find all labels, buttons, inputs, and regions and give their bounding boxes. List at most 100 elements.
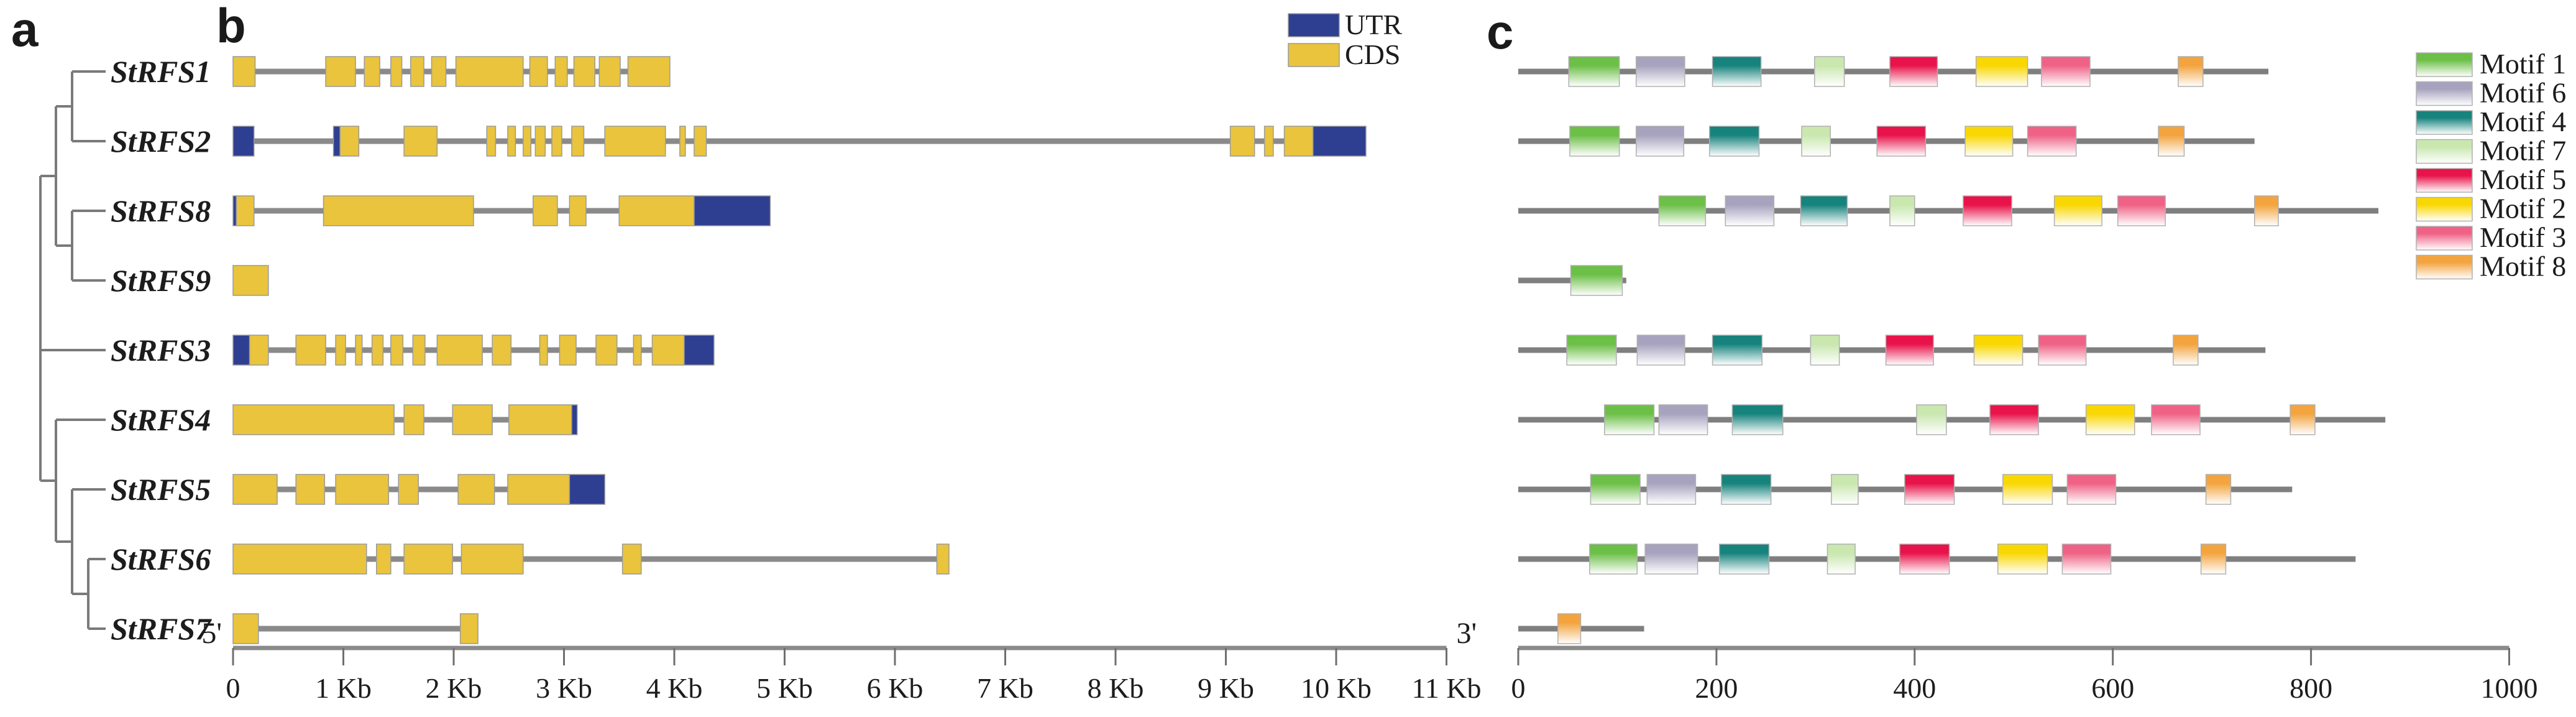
- motif-box-1: [1658, 195, 1707, 226]
- motif-box-2: [1964, 126, 2014, 157]
- motif-axis-tick-label: 800: [2290, 672, 2332, 704]
- motif-box-6: [1658, 404, 1708, 435]
- utr-segment: [1312, 126, 1367, 157]
- cds-segment: [595, 335, 618, 366]
- motif-box-7: [1827, 544, 1856, 575]
- utr-segment: [232, 195, 237, 226]
- motif-4-legend-swatch: [2416, 110, 2473, 135]
- cds-segment: [355, 335, 363, 366]
- cds-segment: [507, 126, 516, 157]
- motif-box-7: [1889, 195, 1915, 226]
- cds-segment: [679, 126, 686, 157]
- cds-segment: [651, 335, 685, 366]
- cds-segment: [598, 56, 621, 87]
- motif-box-2: [1973, 335, 2024, 366]
- motif-box-5: [1876, 126, 1927, 157]
- cds-segment: [436, 335, 483, 366]
- tree-leaf-label: StRFS3: [111, 333, 211, 368]
- three-prime-label: 3': [1457, 617, 1477, 650]
- cds-segment: [573, 56, 595, 87]
- cds-segment: [559, 335, 577, 366]
- cds-segment: [295, 474, 326, 505]
- utr-segment: [232, 126, 255, 157]
- cds-segment: [403, 126, 438, 157]
- motif-box-7: [1916, 404, 1947, 435]
- cds-segment: [249, 335, 269, 366]
- cds-segment: [523, 126, 532, 157]
- motif-6-legend-label: Motif 6: [2480, 77, 2566, 109]
- motif-box-6: [1725, 195, 1775, 226]
- motif-box-3: [2038, 335, 2087, 366]
- cds-segment: [335, 474, 390, 505]
- cds-segment: [390, 56, 403, 87]
- motif-box-8: [2158, 126, 2185, 157]
- cds-segment: [604, 126, 666, 157]
- motif-box-4: [1708, 126, 1760, 157]
- motif-box-4: [1800, 195, 1848, 226]
- motif-box-6: [1635, 56, 1685, 87]
- motif-2-legend-swatch: [2416, 197, 2473, 222]
- gene-axis-tick-label: 11 Kb: [1411, 672, 1481, 704]
- gene-axis-tick-label: 7 Kb: [977, 672, 1034, 704]
- motif-2-legend-label: Motif 2: [2480, 193, 2566, 224]
- tree-leaf-label: StRFS8: [111, 193, 211, 228]
- cds-segment: [621, 544, 642, 575]
- motif-box-2: [1997, 544, 2048, 575]
- five-prime-label: 5': [201, 617, 222, 650]
- motif-box-8: [2200, 544, 2227, 575]
- cds-segment: [1263, 126, 1274, 157]
- gene-axis-tick-label: 2 Kb: [426, 672, 482, 704]
- cds-segment: [633, 335, 642, 366]
- motif-box-1: [1569, 126, 1620, 157]
- cds-segment: [569, 195, 587, 226]
- motif-6-legend-swatch: [2416, 81, 2473, 106]
- tree-leaf-label: StRFS4: [111, 402, 211, 437]
- utr-segment: [332, 126, 341, 157]
- utr-legend-label: UTR: [1345, 9, 1402, 40]
- motif-box-3: [2066, 474, 2117, 505]
- utr-legend-swatch: [1288, 13, 1340, 37]
- motif-box-5: [1963, 195, 2012, 226]
- cds-segment: [936, 544, 950, 575]
- motif-axis-tick-label: 1000: [2481, 672, 2538, 704]
- gene-axis-tick-label: 10 Kb: [1301, 672, 1372, 704]
- motif-box-1: [1566, 335, 1617, 366]
- motif-box-5: [1889, 56, 1938, 87]
- motif-box-7: [1814, 56, 1845, 87]
- panel-c-label: c: [1487, 4, 1514, 59]
- cds-segment: [533, 195, 558, 226]
- motif-box-4: [1718, 544, 1770, 575]
- cds-segment: [554, 56, 568, 87]
- motif-box-5: [1899, 544, 1950, 575]
- utr-segment: [684, 335, 715, 366]
- motif-box-1: [1590, 474, 1641, 505]
- cds-segment: [459, 613, 479, 644]
- motif-7-legend-label: Motif 7: [2480, 135, 2566, 167]
- cds-segment: [1229, 126, 1255, 157]
- motif-box-4: [1721, 474, 1772, 505]
- motif-box-2: [2085, 404, 2135, 435]
- motif-box-8: [2205, 474, 2232, 505]
- motif-box-4: [1712, 56, 1762, 87]
- motif-box-3: [2151, 404, 2201, 435]
- motif-3-legend-swatch: [2416, 226, 2473, 251]
- cds-segment: [403, 544, 453, 575]
- gene-axis-tick-label: 9 Kb: [1198, 672, 1254, 704]
- gene-axis-tick-label: 4 Kb: [646, 672, 703, 704]
- motif-box-3: [2041, 56, 2091, 87]
- tree-leaf-label: StRFS6: [111, 542, 211, 576]
- cds-segment: [529, 56, 548, 87]
- cds-segment: [335, 335, 346, 366]
- cds-segment: [232, 404, 395, 435]
- cds-segment: [507, 474, 571, 505]
- cds-segment: [508, 404, 572, 435]
- cds-segment: [232, 613, 259, 644]
- gene-axis-tick-label: 8 Kb: [1088, 672, 1144, 704]
- motif-box-8: [2173, 335, 2199, 366]
- cds-segment: [457, 474, 495, 505]
- cds-segment: [461, 544, 524, 575]
- cds-segment: [364, 56, 380, 87]
- motif-box-7: [1810, 335, 1840, 366]
- utr-segment: [694, 195, 771, 226]
